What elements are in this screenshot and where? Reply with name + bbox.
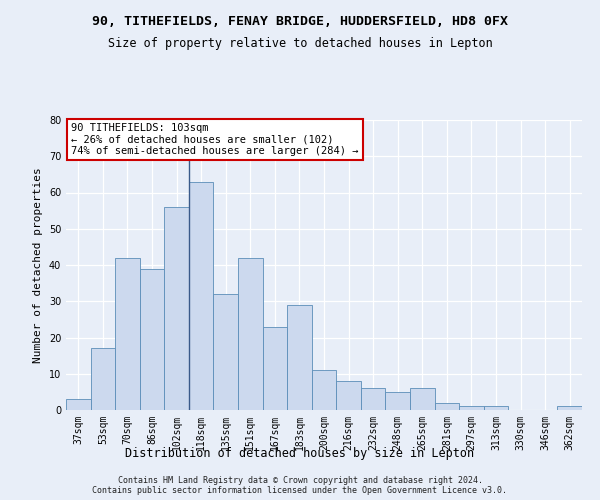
Bar [434, 403, 459, 410]
Bar [189, 182, 214, 410]
Bar [287, 305, 312, 410]
Bar [484, 406, 508, 410]
Bar [312, 370, 336, 410]
Bar [115, 258, 140, 410]
Y-axis label: Number of detached properties: Number of detached properties [33, 167, 43, 363]
Text: 90, TITHEFIELDS, FENAY BRIDGE, HUDDERSFIELD, HD8 0FX: 90, TITHEFIELDS, FENAY BRIDGE, HUDDERSFI… [92, 15, 508, 28]
Text: Contains HM Land Registry data © Crown copyright and database right 2024.
Contai: Contains HM Land Registry data © Crown c… [92, 476, 508, 495]
Text: Distribution of detached houses by size in Lepton: Distribution of detached houses by size … [125, 448, 475, 460]
Bar [214, 294, 238, 410]
Bar [410, 388, 434, 410]
Bar [557, 406, 582, 410]
Bar [164, 207, 189, 410]
Bar [361, 388, 385, 410]
Bar [336, 381, 361, 410]
Bar [459, 406, 484, 410]
Bar [263, 326, 287, 410]
Bar [91, 348, 115, 410]
Bar [140, 268, 164, 410]
Bar [385, 392, 410, 410]
Text: Size of property relative to detached houses in Lepton: Size of property relative to detached ho… [107, 38, 493, 51]
Text: 90 TITHEFIELDS: 103sqm
← 26% of detached houses are smaller (102)
74% of semi-de: 90 TITHEFIELDS: 103sqm ← 26% of detached… [71, 123, 359, 156]
Bar [66, 399, 91, 410]
Bar [238, 258, 263, 410]
